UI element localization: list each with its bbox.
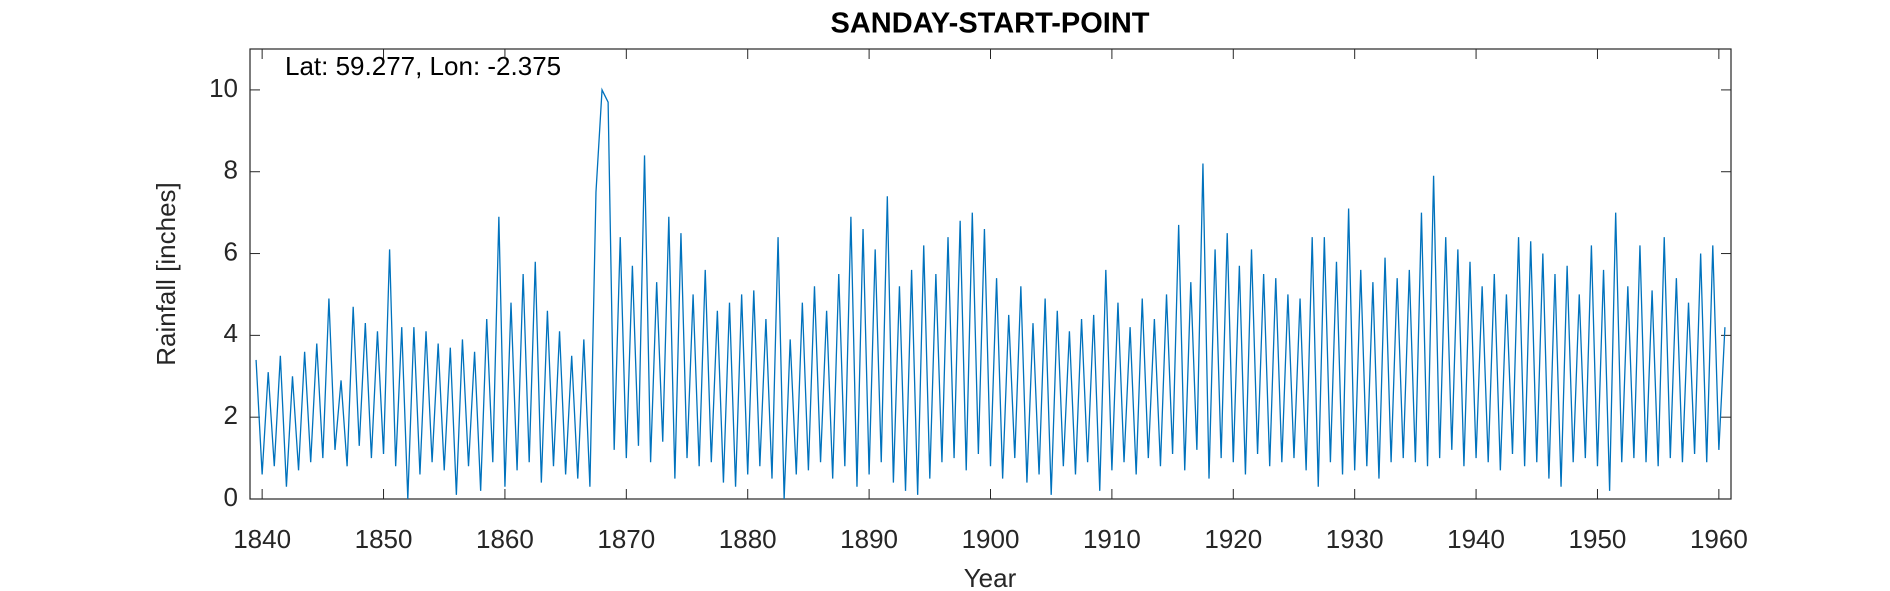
x-tick-label: 1940: [1447, 524, 1505, 554]
y-tick-label: 0: [224, 482, 238, 512]
x-tick-label: 1920: [1204, 524, 1262, 554]
data-line: [255, 87, 1726, 500]
x-tick-label: 1890: [840, 524, 898, 554]
x-tick-label: 1900: [962, 524, 1020, 554]
x-tick-label: 1880: [719, 524, 777, 554]
x-axis-label: Year: [964, 563, 1017, 591]
x-tick-label: 1950: [1569, 524, 1627, 554]
y-tick-label: 10: [209, 73, 238, 103]
x-tick-label: 1840: [233, 524, 291, 554]
x-tick-label: 1910: [1083, 524, 1141, 554]
x-tick-label: 1850: [355, 524, 413, 554]
annotation: Lat: 59.277, Lon: -2.375: [285, 51, 561, 81]
x-tick-label: 1860: [476, 524, 534, 554]
y-tick-label: 2: [224, 400, 238, 430]
x-tick-label: 1930: [1326, 524, 1384, 554]
y-tick-label: 6: [224, 236, 238, 266]
y-axis-label: Rainfall [inches]: [151, 182, 181, 366]
x-tick-label: 1960: [1690, 524, 1748, 554]
x-tick-label: 1870: [597, 524, 655, 554]
y-tick-label: 4: [224, 318, 238, 348]
chart-title: SANDAY-START-POINT: [830, 8, 1149, 40]
y-tick-label: 8: [224, 155, 238, 185]
